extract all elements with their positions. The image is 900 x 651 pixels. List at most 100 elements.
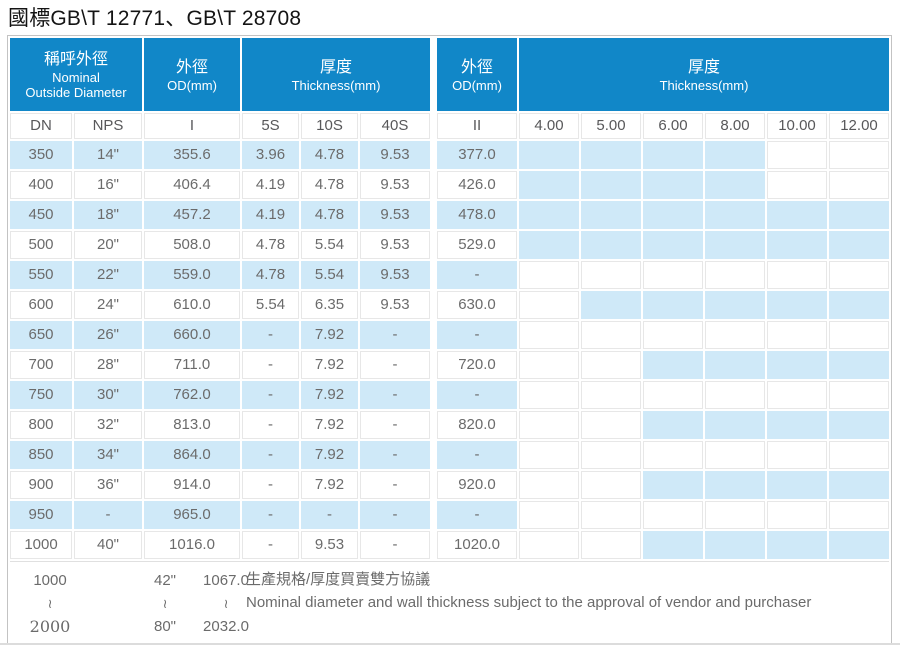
thickness-availability-cell [767, 231, 827, 259]
header-row: 稱呼外徑 Nominal Outside Diameter 外徑 OD(mm) 厚度 Thi… [10, 38, 889, 111]
value-cell: - [360, 321, 430, 349]
range-tilde: ≀ [47, 596, 53, 611]
value-cell: 9.53 [360, 201, 430, 229]
value-cell: 9.53 [360, 171, 430, 199]
header-group: 厚度 Thickness(mm) [519, 38, 889, 111]
value-cell: - [360, 471, 430, 499]
column-spacer [432, 231, 435, 259]
table-row: 750 30" 762.0-7.92- - [10, 381, 889, 409]
header-group-zh: 外徑 [460, 58, 493, 76]
thickness-availability-cell [581, 321, 641, 349]
value-cell: - [242, 441, 299, 469]
column-spacer [432, 291, 435, 319]
subheader-cell: 5.00 [581, 113, 641, 139]
thickness-availability-cell [581, 411, 641, 439]
value-cell: 377.0 [437, 141, 517, 169]
value-cell: 914.0 [144, 471, 240, 499]
thickness-availability-cell [519, 201, 579, 229]
value-cell: 4.78 [242, 231, 299, 259]
value-cell: - [437, 441, 517, 469]
footer-dn-range: 1000 ≀ 2000 [10, 569, 90, 639]
value-cell: 5.54 [242, 291, 299, 319]
thickness-availability-cell [519, 261, 579, 289]
value-cell: 864.0 [144, 441, 240, 469]
thickness-availability-cell [643, 291, 703, 319]
subheader-cell: 5S [242, 113, 299, 139]
table-row: 850 34" 864.0-7.92- - [10, 441, 889, 469]
thickness-availability-cell [643, 411, 703, 439]
thickness-availability-cell [643, 321, 703, 349]
subheader-cell: I [144, 113, 240, 139]
thickness-availability-cell [767, 291, 827, 319]
value-cell: 350 [10, 141, 72, 169]
thickness-availability-cell [519, 171, 579, 199]
table-row: 500 20" 508.0 4.78 5.54 9.53 529.0 [10, 231, 889, 259]
value-cell: - [437, 321, 517, 349]
value-cell: 900 [10, 471, 72, 499]
thickness-availability-cell [705, 261, 765, 289]
subheader-row: DN NPS I 5S 10S 40S II 4.00 5.00 6.00 8.00 10.00 12.… [10, 113, 889, 139]
value-cell: 22" [74, 261, 142, 289]
value-cell: 355.6 [144, 141, 240, 169]
value-cell: 5.54 [301, 261, 358, 289]
page-title: 國標GB\T 12771、GB\T 28708 [8, 7, 302, 30]
table-row: 350 14" 355.6 3.96 4.78 9.53 377.0 [10, 141, 889, 169]
thickness-availability-cell [519, 291, 579, 319]
column-spacer [432, 441, 435, 469]
thickness-availability-cell [705, 531, 765, 559]
header-group-zh: 厚度 [319, 58, 352, 76]
header-group-zh: 厚度 [687, 58, 720, 76]
header-group-en-line: OD(mm) [167, 77, 217, 93]
thickness-availability-cell [519, 141, 579, 169]
table-row: 450 18" 457.2 4.19 4.78 9.53 478.0 [10, 201, 889, 229]
column-spacer [432, 171, 435, 199]
thickness-availability-cell [581, 471, 641, 499]
range-value: 2000 [29, 617, 71, 636]
thickness-availability-cell [643, 201, 703, 229]
value-cell: 762.0 [144, 381, 240, 409]
value-cell: 24" [74, 291, 142, 319]
thickness-availability-cell [643, 381, 703, 409]
value-cell: 700 [10, 351, 72, 379]
value-cell: 426.0 [437, 171, 517, 199]
thickness-availability-cell [767, 171, 827, 199]
thickness-availability-cell [829, 201, 889, 229]
value-cell: 400 [10, 171, 72, 199]
thickness-availability-cell [643, 231, 703, 259]
header-group-en: Thickness(mm) [242, 78, 430, 93]
column-spacer [432, 321, 435, 349]
header-group-en: Nominal Outside Diameter [10, 70, 142, 100]
value-cell: 457.2 [144, 201, 240, 229]
thickness-availability-cell [705, 141, 765, 169]
column-spacer [432, 471, 435, 499]
thickness-availability-cell [643, 261, 703, 289]
thickness-availability-cell [767, 261, 827, 289]
subheader-cell: NPS [74, 113, 142, 139]
value-cell: 30" [74, 381, 142, 409]
value-cell: 478.0 [437, 201, 517, 229]
value-cell: 4.78 [301, 141, 358, 169]
value-cell: - [242, 411, 299, 439]
thickness-availability-cell [829, 261, 889, 289]
bottom-divider [0, 643, 900, 645]
table-row: 800 32" 813.0-7.92-820.0 [10, 411, 889, 439]
thickness-availability-cell [767, 201, 827, 229]
value-cell: 7.92 [301, 441, 358, 469]
range-value: 80" [153, 618, 176, 635]
thickness-availability-cell [829, 411, 889, 439]
value-cell: - [437, 501, 517, 529]
thickness-availability-cell [829, 471, 889, 499]
value-cell: 800 [10, 411, 72, 439]
header-group-en-line: Outside Diameter [25, 85, 127, 100]
header-group-en: Thickness(mm) [519, 78, 889, 93]
header-group-en-line: Thickness(mm) [659, 77, 749, 93]
thickness-availability-cell [829, 441, 889, 469]
column-spacer [432, 501, 435, 529]
value-cell: 920.0 [437, 471, 517, 499]
value-cell: 508.0 [144, 231, 240, 259]
column-spacer [432, 381, 435, 409]
thickness-availability-cell [829, 351, 889, 379]
value-cell: 40" [74, 531, 142, 559]
thickness-availability-cell [767, 441, 827, 469]
thickness-availability-cell [519, 321, 579, 349]
